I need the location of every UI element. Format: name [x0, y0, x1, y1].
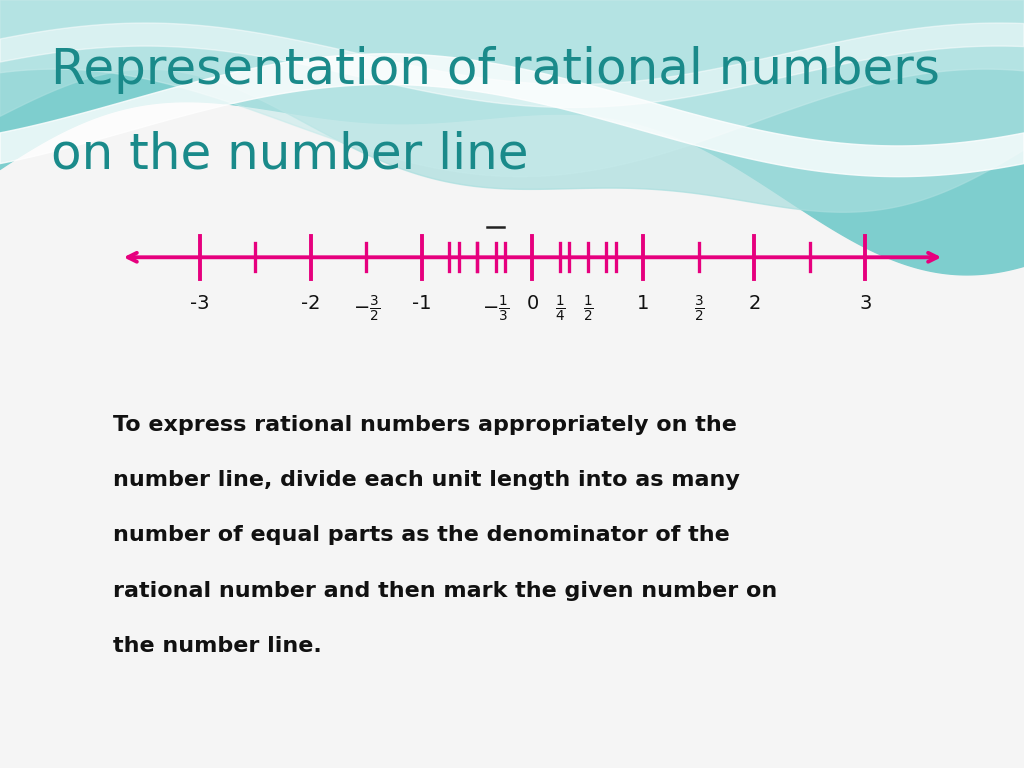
Text: number of equal parts as the denominator of the: number of equal parts as the denominator…: [113, 525, 729, 545]
Text: rational number and then mark the given number on: rational number and then mark the given …: [113, 581, 777, 601]
Text: $\frac{1}{2}$: $\frac{1}{2}$: [583, 294, 593, 324]
Text: 3: 3: [859, 294, 871, 313]
Text: -3: -3: [189, 294, 210, 313]
Text: -1: -1: [412, 294, 431, 313]
Text: 2: 2: [749, 294, 761, 313]
Text: $\frac{3}{2}$: $\frac{3}{2}$: [693, 294, 705, 324]
Text: Representation of rational numbers: Representation of rational numbers: [51, 46, 940, 94]
Text: the number line.: the number line.: [113, 636, 322, 656]
Text: $-\frac{3}{2}$: $-\frac{3}{2}$: [352, 294, 380, 324]
Text: number line, divide each unit length into as many: number line, divide each unit length int…: [113, 470, 739, 490]
Text: -2: -2: [301, 294, 321, 313]
Text: on the number line: on the number line: [51, 131, 528, 179]
Text: To express rational numbers appropriately on the: To express rational numbers appropriatel…: [113, 415, 736, 435]
Text: 0: 0: [526, 294, 539, 313]
Text: $\frac{1}{4}$: $\frac{1}{4}$: [555, 294, 565, 324]
Text: 1: 1: [637, 294, 649, 313]
Text: $-\frac{1}{3}$: $-\frac{1}{3}$: [482, 294, 509, 324]
